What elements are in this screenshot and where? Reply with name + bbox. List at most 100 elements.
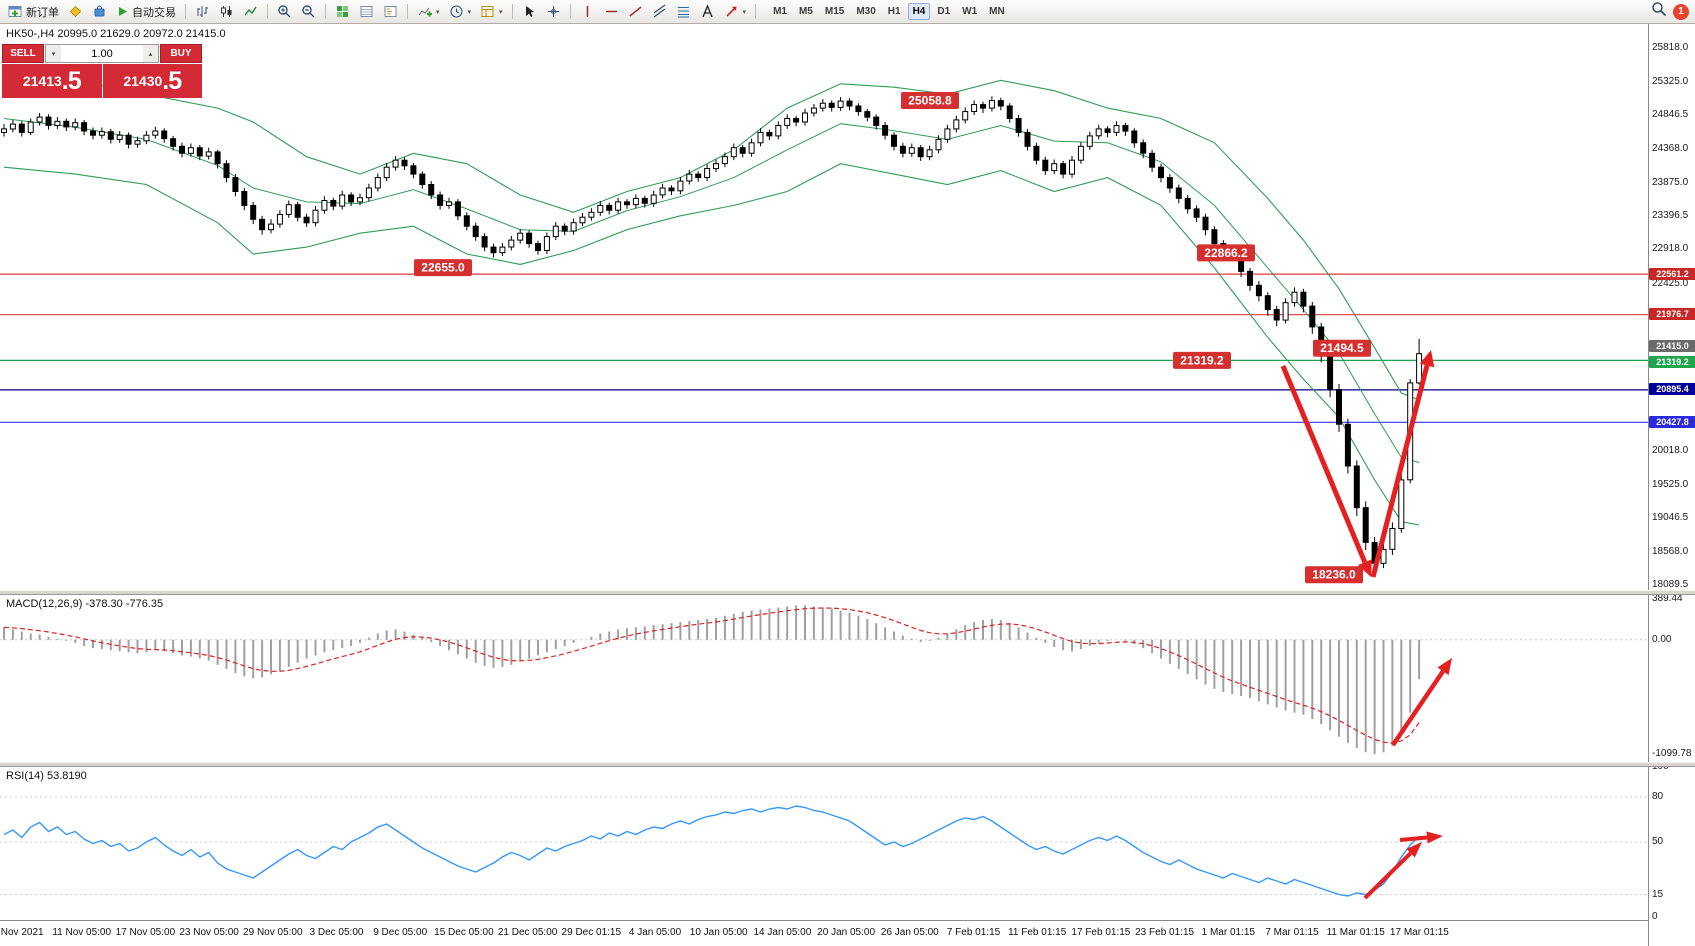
trendline-tool-button[interactable]	[624, 2, 647, 22]
timeframe-m30[interactable]: M30	[856, 6, 876, 17]
candle	[766, 131, 773, 137]
price-flag[interactable]	[1313, 339, 1371, 357]
data-window-button[interactable]	[355, 2, 378, 22]
timeframe-m5[interactable]: M5	[798, 6, 813, 17]
navigator-button[interactable]	[379, 2, 402, 22]
annotation-arrow-head[interactable]	[1406, 842, 1422, 858]
candle	[98, 131, 105, 136]
price-flag-label: 22866.2	[1204, 246, 1248, 260]
fibonacci-tool-button[interactable]	[672, 2, 695, 22]
cursor-button[interactable]	[518, 2, 541, 22]
candle	[125, 134, 132, 145]
candle	[926, 149, 933, 158]
candle	[846, 100, 853, 107]
vertical-line-tool-button[interactable]	[576, 2, 599, 22]
candle	[739, 147, 746, 154]
dropdown-arrow-icon: ▾	[742, 8, 747, 16]
price-axis-label: 24846.5	[1652, 109, 1689, 121]
indicators-button[interactable]: ▾	[413, 2, 444, 22]
price-flag[interactable]	[1305, 566, 1363, 584]
timeframe-h1[interactable]: H1	[887, 6, 901, 17]
annotation-arrow[interactable]	[1370, 364, 1430, 578]
clock-icon	[449, 4, 464, 19]
panel-splitter[interactable]	[0, 762, 1695, 767]
candle	[1131, 130, 1138, 144]
sell-button[interactable]: SELL	[2, 44, 44, 63]
search-icon[interactable]	[1651, 1, 1667, 22]
line-chart-type-button[interactable]	[239, 2, 262, 22]
templates-button[interactable]: ▾	[476, 2, 507, 22]
notification-badge[interactable]: 1	[1673, 3, 1689, 20]
price-axis-label: 24368.0	[1652, 142, 1689, 154]
price-flag-label: 21494.5	[1320, 341, 1364, 355]
arrows-tool-button[interactable]: ▾	[720, 2, 751, 22]
tile-windows-button[interactable]	[331, 2, 354, 22]
channel-tool-button[interactable]	[648, 2, 671, 22]
buy-price-fraction: .5	[162, 66, 182, 95]
macd-panel[interactable]: MACD(12,26,9) -378.30 -776.35	[0, 595, 1648, 762]
toolbar-right-group: 1	[1651, 1, 1691, 22]
candle	[775, 125, 782, 137]
zoom-out-button[interactable]	[297, 2, 320, 22]
price-flag[interactable]	[414, 259, 472, 277]
annotation-arrow-head[interactable]	[1437, 658, 1452, 675]
annotation-arrow-head[interactable]	[1426, 831, 1444, 844]
candle	[490, 246, 497, 254]
timeframe-m15[interactable]: M15	[824, 6, 845, 17]
annotation-arrow-head[interactable]	[1419, 350, 1435, 368]
price-axis-tag: 20895.4	[1649, 383, 1695, 396]
candle	[1042, 159, 1049, 172]
timeframe-w1[interactable]: W1	[962, 6, 978, 17]
autotrading-button[interactable]: 自动交易	[112, 2, 180, 22]
rsi-panel[interactable]: RSI(14) 53.8190	[0, 767, 1648, 920]
macd-axis-label: 0.00	[1652, 633, 1672, 645]
arrow-tool-icon	[724, 4, 739, 19]
toolbar-separator	[407, 4, 408, 19]
horizontal-line-tool-button[interactable]	[600, 2, 623, 22]
price-axis[interactable]: 25818.0 25325.0 24846.5 24368.0 23875.0 23396…	[1648, 24, 1695, 946]
annotation-arrow[interactable]	[1399, 835, 1428, 842]
time-axis-label: 10 Jan 05:00	[689, 927, 748, 938]
panel-splitter[interactable]	[0, 590, 1695, 595]
annotation-arrow-head[interactable]	[1357, 559, 1372, 577]
timeframe-d1[interactable]: D1	[937, 6, 951, 17]
candle	[873, 116, 880, 126]
candlestick-chart-type-button[interactable]	[215, 2, 238, 22]
volume-up-button[interactable]: ▴	[143, 45, 158, 62]
crosshair-button[interactable]	[542, 2, 565, 22]
time-axis-label: 1 Mar 01:15	[1201, 927, 1255, 938]
annotation-arrow[interactable]	[1280, 365, 1368, 564]
price-flag[interactable]	[1173, 351, 1231, 369]
trendline-icon	[628, 4, 643, 19]
price-flag[interactable]	[901, 92, 959, 109]
volume-input[interactable]	[61, 45, 143, 62]
candle	[18, 123, 25, 133]
candle	[1, 128, 7, 133]
price-flag[interactable]	[1197, 244, 1255, 262]
sell-price-button[interactable]: 21413 .5	[2, 64, 102, 98]
annotation-arrow[interactable]	[1391, 669, 1445, 747]
buy-button[interactable]: BUY	[160, 44, 202, 63]
buy-price-button[interactable]: 21430 .5	[102, 64, 202, 98]
candle	[187, 147, 194, 154]
time-axis-label: 9 Nov 2021	[0, 927, 44, 938]
timeframe-h4[interactable]: H4	[907, 3, 931, 20]
rsi-axis-label: 80	[1652, 791, 1664, 802]
timeframe-mn[interactable]: MN	[989, 6, 1005, 17]
main-chart-panel[interactable]: 25058.8 22655.0 22866.2 21319.2 21494.5 18236…	[0, 24, 1648, 590]
annotation-arrow[interactable]	[1363, 851, 1413, 900]
metaeditor-button[interactable]	[64, 2, 87, 22]
candle	[116, 134, 123, 140]
zoom-in-button[interactable]	[273, 2, 296, 22]
periods-button[interactable]: ▾	[445, 2, 476, 22]
price-axis-label: 25325.0	[1652, 76, 1689, 88]
market-button[interactable]	[88, 2, 111, 22]
candle	[232, 177, 239, 193]
price-axis-label: 18089.5	[1652, 578, 1689, 590]
timeframe-m1[interactable]: M1	[773, 6, 787, 17]
text-tool-button[interactable]	[696, 2, 719, 22]
bar-chart-type-button[interactable]	[191, 2, 214, 22]
new-order-button[interactable]: 新订单	[4, 2, 63, 22]
volume-down-button[interactable]: ▾	[46, 45, 61, 62]
